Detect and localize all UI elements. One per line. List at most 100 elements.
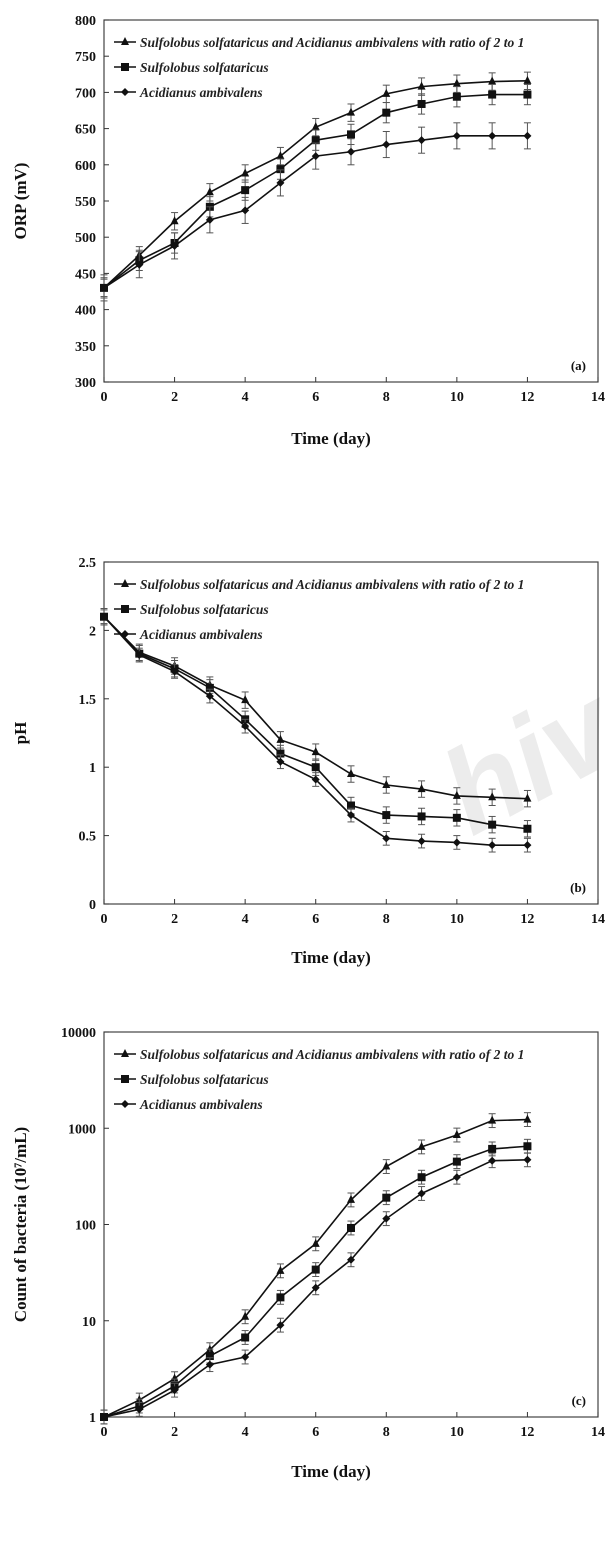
data-point [311,763,320,772]
y-tick-label: 500 [75,231,96,246]
y-tick-label: 0.5 [79,830,97,845]
data-point [311,152,320,161]
orp-chart: 0 2 4 6 8 10 12 14 300 350 400 450 500 550 600 650 700 75… [11,14,605,448]
data-point [347,1194,355,1203]
x-axis-title: Time (day) [291,1462,371,1481]
series-square [100,83,532,299]
x-tick-label: 14 [591,1425,605,1440]
data-point [241,722,250,731]
data-point [347,130,355,139]
y-tick-label: 450 [75,267,96,282]
data-point [311,122,320,131]
legend-marker [121,579,129,587]
legend-entry: Sulfolobus solfataricus [114,602,269,617]
data-point [488,90,497,99]
data-point [241,1333,250,1342]
data-point [382,1161,391,1170]
x-tick-label: 0 [101,912,108,927]
data-point [452,1173,461,1182]
legend-label: Sulfolobus solfataricus and Acidianus am… [140,35,524,50]
data-point [311,747,320,756]
legend-marker [121,1075,129,1083]
data-point [205,692,214,701]
data-point [382,1193,391,1202]
y-axis-title: pH [11,722,30,745]
x-tick-label: 12 [520,1425,534,1440]
x-tick-label: 6 [312,1425,319,1440]
data-point [417,81,426,90]
data-point [276,178,285,187]
data-point [276,151,285,160]
x-axis-title: Time (day) [291,948,371,967]
data-point [452,790,461,799]
data-point [311,136,320,145]
data-point [347,769,355,778]
data-point [382,779,391,788]
x-tick-label: 0 [101,1425,108,1440]
x-tick-label: 2 [171,390,178,405]
y-tick-label: 800 [75,14,96,29]
y-tick-label: 1000 [68,1122,96,1137]
data-point [488,76,497,85]
data-point [170,241,179,250]
data-point [488,841,497,850]
data-point [417,136,426,145]
panel-label: (b) [570,880,586,895]
data-point [417,837,426,846]
data-point [241,168,250,177]
data-point [523,1155,532,1164]
data-point [205,187,214,196]
legend-entry: Acidianus ambivalens [114,627,263,642]
data-point [417,1173,426,1182]
y-tick-label: 2.5 [79,556,97,571]
data-point [382,140,391,149]
data-point [276,1265,285,1274]
data-point [311,1283,320,1292]
x-tick-label: 10 [450,1425,464,1440]
x-tick-label: 12 [520,912,534,927]
legend-label: Acidianus ambivalens [139,1097,263,1112]
data-point [382,1214,391,1223]
data-point [452,92,461,101]
data-point [347,147,355,156]
legend-entry: Sulfolobus solfataricus [114,60,269,75]
y-tick-label: 0 [89,898,96,913]
data-point [417,784,426,793]
data-point [382,811,391,820]
series-triangle [100,71,532,298]
data-point [170,1386,179,1395]
y-axis-title: Count of bacteria (10⁷/mL) [11,1127,30,1322]
data-point [452,838,461,847]
data-point [417,1141,426,1150]
data-point [382,88,391,97]
data-point [382,834,391,843]
y-tick-label: 750 [75,50,96,65]
data-point [205,1360,214,1369]
x-tick-label: 8 [383,912,390,927]
y-tick-label: 550 [75,195,96,210]
y-tick-label: 1 [89,1411,96,1426]
series-diamond [100,609,532,853]
x-axis-title: Time (day) [291,429,371,448]
data-point [452,131,461,140]
data-point [170,667,179,676]
x-tick-label: 4 [242,390,249,405]
data-point [523,90,532,99]
data-point [347,107,355,116]
data-point [452,1130,461,1139]
data-point [135,260,144,269]
legend-marker [121,37,129,45]
data-point [100,1413,108,1421]
data-point [311,1265,320,1274]
ph-chart: 0 2 4 6 8 10 12 14 0 0.5 1 1.5 2 2.5 Time (day) pH (b) Su… [11,556,605,967]
data-point [488,1144,497,1153]
data-point [241,1353,250,1362]
data-point [488,1156,497,1165]
legend-marker [121,1100,129,1108]
data-point [241,1311,250,1320]
x-tick-label: 4 [242,1425,249,1440]
legend-marker [121,63,129,71]
x-tick-label: 14 [591,912,605,927]
data-point [241,695,250,704]
x-tick-label: 0 [101,390,108,405]
